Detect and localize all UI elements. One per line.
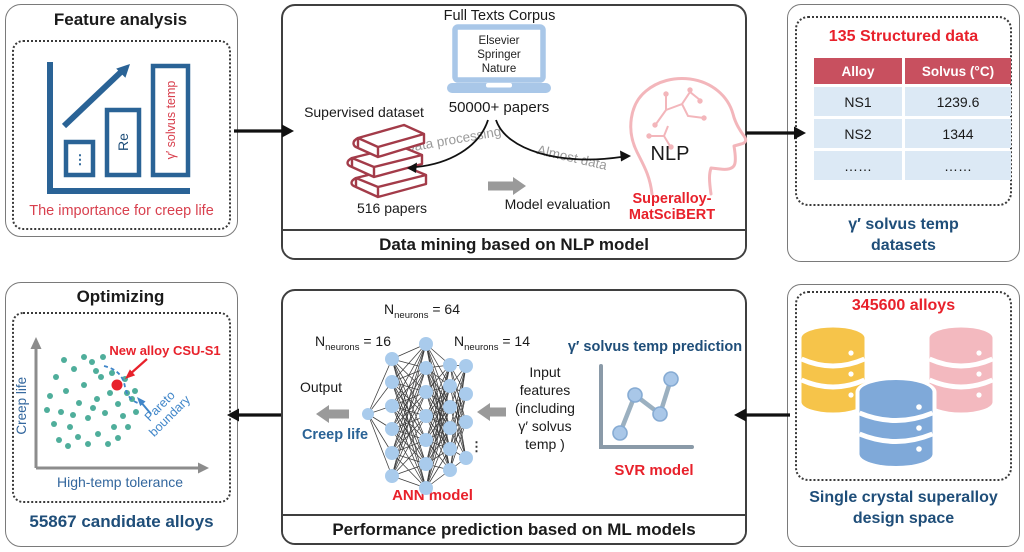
col-header-alloy: Alloy bbox=[814, 58, 902, 84]
input-line3: (including bbox=[515, 400, 575, 416]
cell-solvus: …… bbox=[905, 151, 1011, 180]
caption-line2: datasets bbox=[871, 237, 936, 254]
structured-data-title: 135 Structured data bbox=[828, 28, 979, 45]
cell-alloy: NS1 bbox=[814, 87, 902, 116]
optimizing-title: Optimizing bbox=[76, 287, 165, 306]
nlp-model-name: Superalloy- MatSciBERT bbox=[612, 191, 732, 223]
new-alloy-annotation: New alloy CSU-S1 bbox=[109, 343, 221, 358]
input-line1: Input bbox=[529, 364, 561, 380]
performance-footer-title: Performance prediction based on ML model… bbox=[283, 514, 745, 543]
design-space-title: 345600 alloys bbox=[851, 297, 956, 314]
corpus-title: Full Texts Corpus bbox=[443, 8, 556, 24]
input-features-label: Input features (including γ′ solvus temp… bbox=[505, 363, 585, 453]
scatter-xlabel: High-temp tolerance bbox=[56, 474, 184, 490]
col-header-solvus: Solvus (°C) bbox=[905, 58, 1011, 84]
caption-line2: design space bbox=[852, 510, 955, 527]
cell-solvus: 1239.6 bbox=[905, 87, 1011, 116]
table-row: NS1 1239.6 bbox=[814, 87, 1011, 116]
input-line4: γ′ solvus bbox=[518, 418, 572, 434]
creep-life-output-label: Creep life bbox=[301, 427, 369, 443]
nneurons-64-label: Nneurons = 64 bbox=[384, 301, 460, 321]
cell-alloy: NS2 bbox=[814, 119, 902, 148]
cell-alloy: …… bbox=[814, 151, 902, 180]
table-header-row: Alloy Solvus (°C) bbox=[814, 58, 1011, 84]
design-space-dotted-panel bbox=[795, 291, 1012, 481]
optimizing-dotted-panel bbox=[12, 312, 231, 503]
alloy-table: Alloy Solvus (°C) NS1 1239.6 NS2 1344 ……… bbox=[811, 55, 1014, 183]
cell-solvus: 1344 bbox=[905, 119, 1011, 148]
svr-model-label: SVR model bbox=[614, 462, 694, 479]
design-space-caption: Single crystal superalloy design space bbox=[787, 487, 1020, 529]
feature-analysis-title: Feature analysis bbox=[53, 10, 188, 29]
caption-line1: γ′ solvus temp bbox=[848, 216, 959, 233]
output-label: Output bbox=[299, 379, 343, 395]
table-row: …… …… bbox=[814, 151, 1011, 180]
structured-data-dotted-panel bbox=[795, 16, 1012, 206]
caption-line1: Single crystal superalloy bbox=[809, 489, 998, 506]
table-row: NS2 1344 bbox=[814, 119, 1011, 148]
candidate-alloys-caption: 55867 candidate alloys bbox=[29, 512, 214, 531]
nneurons-16-label: Nneurons = 16 bbox=[315, 333, 391, 353]
model-evaluation-label: Model evaluation bbox=[504, 196, 611, 212]
feature-importance-caption: The importance for creep life bbox=[29, 203, 214, 219]
input-line5: temp ) bbox=[525, 436, 565, 452]
supervised-dataset-label: Supervised dataset bbox=[304, 104, 424, 120]
input-line2: features bbox=[519, 382, 571, 398]
nlp-model-name-line2: MatSciBERT bbox=[628, 207, 716, 223]
feature-analysis-box: Feature analysis bbox=[5, 4, 238, 237]
nlp-model-name-line1: Superalloy- bbox=[632, 191, 712, 207]
feature-analysis-dotted-panel bbox=[12, 40, 231, 230]
solvus-datasets-caption: γ′ solvus temp datasets bbox=[787, 214, 1020, 256]
ann-model-label: ANN model bbox=[392, 487, 473, 504]
nneurons-14-label: Nneurons = 14 bbox=[454, 333, 530, 353]
data-mining-footer-title: Data mining based on NLP model bbox=[283, 229, 745, 258]
svr-title: γ′ solvus temp prediction bbox=[567, 339, 743, 355]
books-count: 516 papers bbox=[356, 200, 428, 216]
scatter-ylabel: Creep life bbox=[14, 376, 30, 435]
corpus-count: 50000+ papers bbox=[448, 99, 550, 116]
